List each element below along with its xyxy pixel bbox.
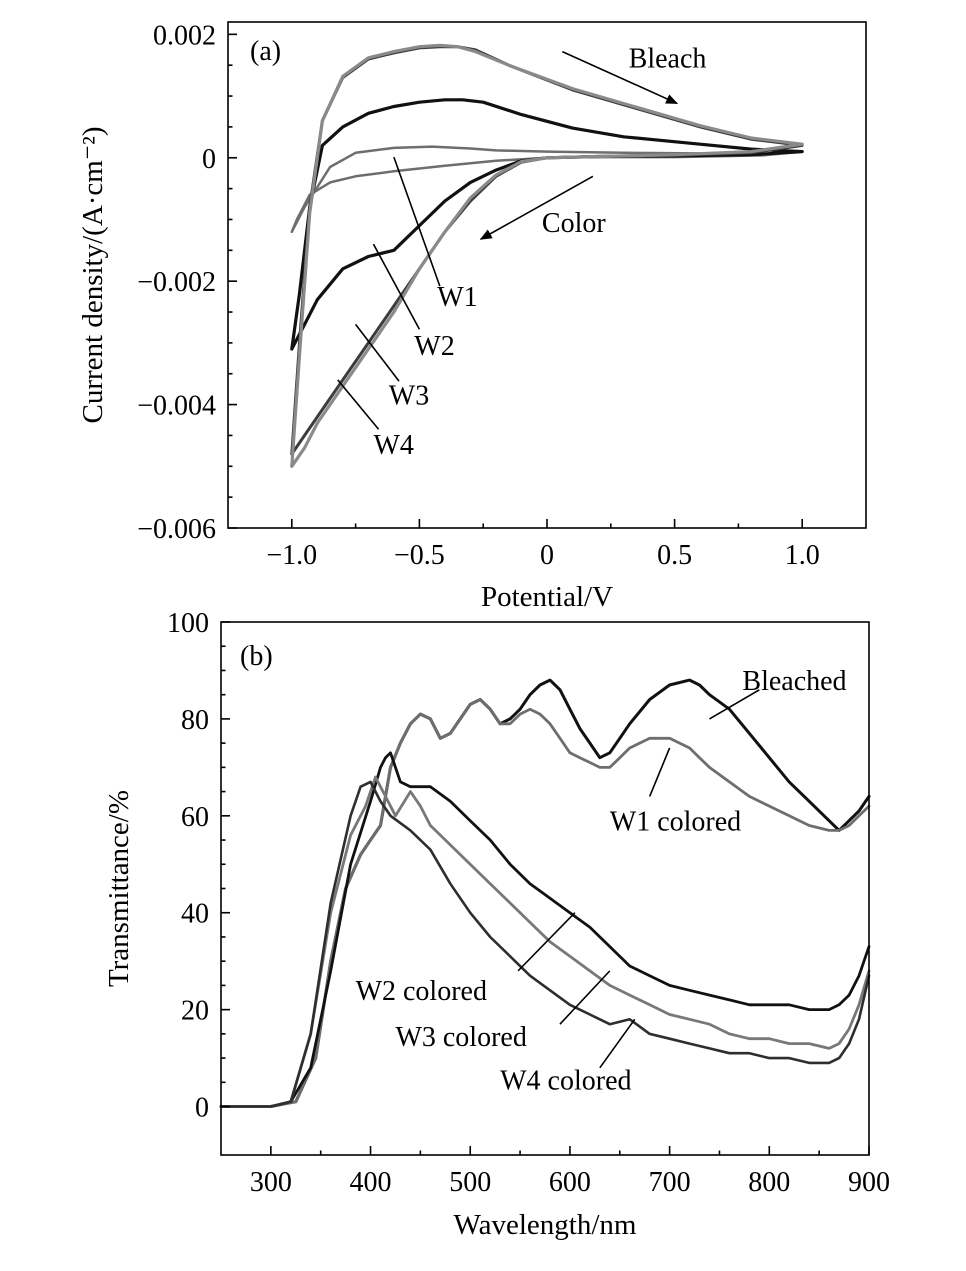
annotation-leader-line [372, 243, 421, 330]
panel-label: (b) [240, 641, 273, 672]
annotation-bleached: Bleached [742, 666, 846, 697]
annotation-w3: W3 [389, 381, 429, 412]
x-tick-label: 700 [649, 1167, 691, 1198]
annotation-color: Color [542, 208, 606, 239]
x-tick-label: −0.5 [394, 540, 445, 571]
panel-b-chart: 300 400 500 600 700 800 900 0 20 40 60 80 100 Wavelen… [103, 608, 890, 1241]
x-tick-label: 0.5 [657, 540, 692, 571]
annotation-leader-line [354, 323, 400, 382]
annotation-arrow [561, 50, 679, 105]
y-axis-label: Transmittance/% [103, 790, 135, 987]
y-tick-label: 0 [202, 144, 216, 175]
annotation-leader-line [517, 912, 576, 972]
x-tick-label: 400 [350, 1167, 392, 1198]
annotation-leader-line [599, 1018, 636, 1069]
y-tick-label: 80 [181, 705, 209, 736]
annotation-w1-colored: W1 colored [610, 806, 741, 837]
annotation-leader-line [648, 747, 671, 797]
annotation-w2-colored: W2 colored [356, 976, 487, 1007]
annotation-arrow [479, 175, 594, 240]
y-tick-label: 40 [181, 899, 209, 930]
series-line-w3-colored [219, 775, 871, 1108]
x-tick-label: 0 [540, 540, 554, 571]
series-line-w4 [290, 43, 804, 468]
series-line-w2-colored [219, 751, 871, 1108]
x-tick-label: 800 [748, 1167, 790, 1198]
annotation-w2: W2 [414, 331, 454, 362]
x-tick-label: −1.0 [266, 540, 317, 571]
series-line-w4-colored [219, 780, 871, 1108]
y-tick-label: −0.004 [137, 391, 216, 422]
y-axis-label: Current density/(A·cm⁻²) [77, 126, 109, 423]
annotation-w4: W4 [373, 430, 413, 461]
annotation-leader-line [337, 379, 380, 430]
y-tick-label: 100 [167, 608, 209, 639]
annotation-leader-line [559, 970, 611, 1025]
x-axis-label: Wavelength/nm [454, 1209, 637, 1241]
x-axis-label: Potential/V [481, 581, 613, 613]
x-tick-label: 300 [250, 1167, 292, 1198]
series-line-w3 [290, 45, 804, 456]
x-tick-label: 1.0 [785, 540, 820, 571]
annotation-w1: W1 [437, 282, 477, 313]
y-tick-label: 0.002 [153, 20, 216, 51]
x-tick-label: 900 [848, 1167, 890, 1198]
x-tick-label: 500 [449, 1167, 491, 1198]
annotation-w3-colored: W3 colored [395, 1022, 526, 1053]
plot-frame [227, 21, 867, 529]
y-tick-label: 20 [181, 996, 209, 1027]
y-tick-label: 60 [181, 802, 209, 833]
y-tick-label: −0.006 [137, 514, 216, 545]
annotation-leader-line [393, 156, 441, 287]
annotation-leader-line [709, 689, 760, 720]
x-tick-label: 600 [549, 1167, 591, 1198]
y-tick-label: 0 [195, 1093, 209, 1124]
panel-label: (a) [250, 36, 281, 67]
series-line-w1-colored [219, 698, 871, 1108]
annotation-bleach: Bleach [629, 44, 707, 75]
panel-a-chart: −1.0 −0.5 0 0.5 1.0 0.002 0 −0.002 −0.004 −0.006 P… [77, 20, 867, 613]
annotation-w4-colored: W4 colored [500, 1066, 631, 1097]
y-tick-label: −0.002 [137, 267, 216, 298]
